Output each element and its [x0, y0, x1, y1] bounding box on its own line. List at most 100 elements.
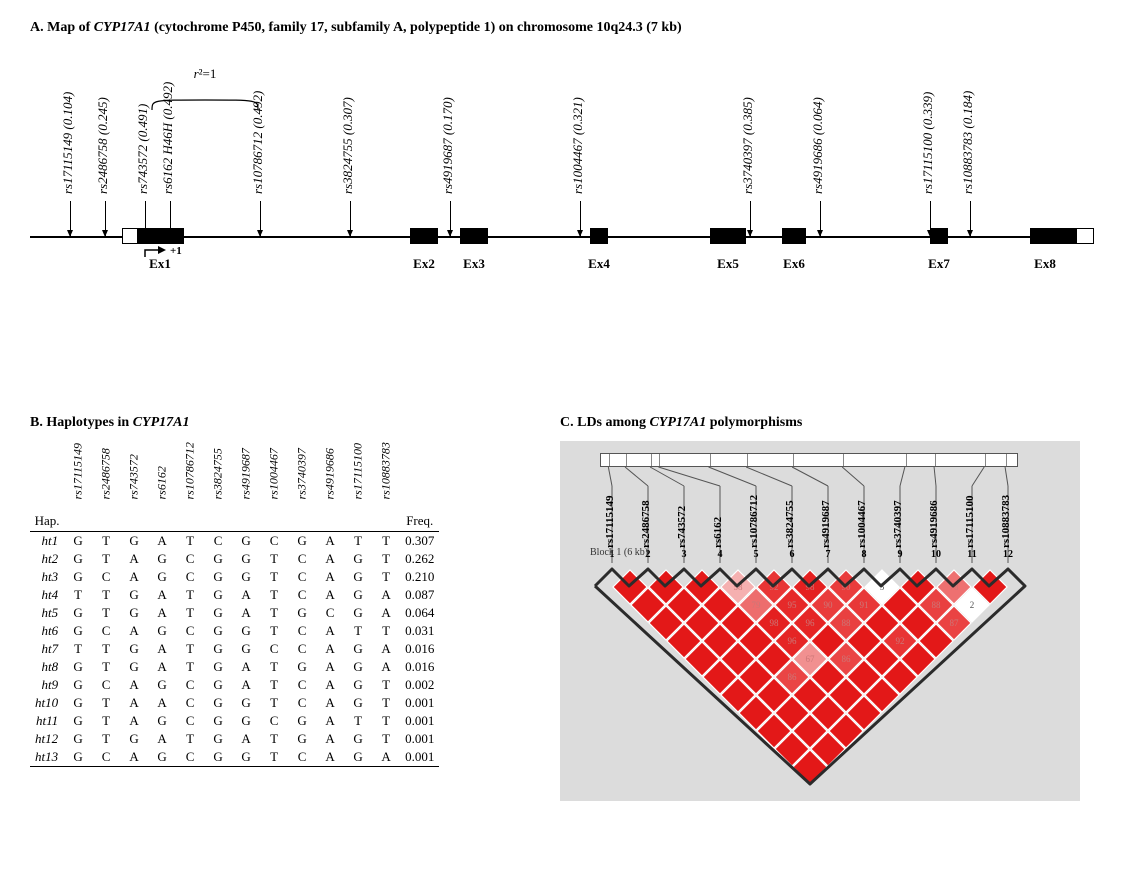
allele-cell: T — [372, 622, 400, 640]
allele-cell: G — [344, 730, 372, 748]
ld-snp-label: rs743572 — [676, 506, 688, 548]
hap-header: Hap. — [30, 441, 64, 531]
allele-cell: G — [204, 712, 232, 730]
panelC-title: C. LDs among CYP17A1 polymorphisms — [560, 415, 1080, 431]
allele-cell: T — [260, 730, 288, 748]
ld-snp-label: rs17115100 — [964, 495, 976, 548]
snp-marker: rs1004467 (0.321) — [580, 66, 581, 236]
allele-cell: G — [148, 748, 176, 767]
allele-cell: T — [372, 550, 400, 568]
allele-cell: T — [372, 676, 400, 694]
allele-cell: T — [372, 694, 400, 712]
ld-col-number: 10 — [926, 549, 946, 560]
snp-marker: rs10883783 (0.184) — [970, 66, 971, 236]
allele-cell: A — [148, 586, 176, 604]
snp-label: rs743572 (0.491) — [135, 104, 151, 194]
allele-cell: G — [344, 748, 372, 767]
svg-text:88: 88 — [932, 600, 942, 610]
col-header: rs17115100 — [344, 441, 372, 531]
allele-cell: G — [344, 640, 372, 658]
svg-text:88: 88 — [842, 618, 852, 628]
allele-cell: G — [120, 604, 148, 622]
allele-cell: T — [92, 640, 120, 658]
allele-cell: C — [176, 712, 204, 730]
allele-cell: G — [204, 730, 232, 748]
freq-cell: 0.064 — [400, 604, 439, 622]
utr-box — [122, 228, 138, 244]
allele-cell: C — [176, 694, 204, 712]
snp-label: rs1004467 (0.321) — [570, 97, 586, 194]
allele-cell: A — [316, 531, 344, 550]
svg-text:67: 67 — [806, 654, 816, 664]
ld-col-number: 4 — [710, 549, 730, 560]
allele-cell: G — [120, 586, 148, 604]
allele-cell: T — [344, 712, 372, 730]
allele-cell: C — [92, 622, 120, 640]
exon-label: Ex3 — [463, 256, 485, 272]
allele-cell: A — [120, 622, 148, 640]
allele-cell: A — [148, 658, 176, 676]
hap-name: ht12 — [30, 730, 64, 748]
hap-name: ht9 — [30, 676, 64, 694]
allele-cell: T — [176, 730, 204, 748]
snp-label: rs2486758 (0.245) — [95, 97, 111, 194]
snp-label: rs3740397 (0.385) — [740, 97, 756, 194]
hap-name: ht8 — [30, 658, 64, 676]
col-header: rs4919686 — [316, 441, 344, 531]
freq-cell: 0.210 — [400, 568, 439, 586]
allele-cell: G — [344, 550, 372, 568]
ld-col-number: 7 — [818, 549, 838, 560]
allele-cell: T — [176, 586, 204, 604]
hap-name: ht5 — [30, 604, 64, 622]
ld-snp-label: rs6162 — [712, 517, 724, 548]
allele-cell: G — [64, 748, 92, 767]
allele-cell: G — [204, 676, 232, 694]
freq-cell: 0.002 — [400, 676, 439, 694]
allele-cell: G — [288, 604, 316, 622]
allele-cell: A — [120, 550, 148, 568]
allele-cell: G — [204, 640, 232, 658]
allele-cell: A — [316, 712, 344, 730]
allele-cell: T — [176, 604, 204, 622]
snp-marker: rs3824755 (0.307) — [350, 66, 351, 236]
snp-marker: rs10786712 (0.492) — [260, 66, 261, 236]
freq-cell: 0.307 — [400, 531, 439, 550]
allele-cell: A — [316, 640, 344, 658]
ld-snp-label: rs4919687 — [820, 500, 832, 548]
exon-label: Ex8 — [1034, 256, 1056, 272]
allele-cell: A — [120, 712, 148, 730]
allele-cell: A — [372, 586, 400, 604]
allele-cell: A — [232, 586, 260, 604]
svg-text:95: 95 — [788, 600, 798, 610]
svg-text:2: 2 — [970, 600, 975, 610]
allele-cell: T — [372, 730, 400, 748]
allele-cell: C — [176, 676, 204, 694]
exon-box — [782, 228, 806, 244]
allele-cell: T — [64, 640, 92, 658]
allele-cell: T — [92, 550, 120, 568]
allele-cell: C — [176, 622, 204, 640]
hap-name: ht3 — [30, 568, 64, 586]
col-header: rs1004467 — [260, 441, 288, 531]
exon-box — [410, 228, 438, 244]
svg-text:90: 90 — [824, 600, 834, 610]
col-header: rs3740397 — [288, 441, 316, 531]
allele-cell: T — [344, 531, 372, 550]
allele-cell: G — [204, 586, 232, 604]
allele-cell: G — [232, 550, 260, 568]
allele-cell: G — [232, 694, 260, 712]
allele-cell: C — [316, 604, 344, 622]
panelB: B. Haplotypes in CYP17A1 Hap.rs17115149r… — [30, 415, 520, 767]
hap-name: ht1 — [30, 531, 64, 550]
svg-text:86: 86 — [788, 672, 798, 682]
ld-snp-label: rs10883783 — [1000, 495, 1012, 548]
freq-header: Freq. — [400, 441, 439, 531]
ld-plot: rs171151491rs24867582rs7435723rs61624rs1… — [560, 441, 1080, 801]
hap-name: ht11 — [30, 712, 64, 730]
allele-cell: G — [204, 694, 232, 712]
allele-cell: C — [92, 568, 120, 586]
snp-marker: rs2486758 (0.245) — [105, 66, 106, 236]
allele-cell: T — [260, 676, 288, 694]
allele-cell: G — [232, 640, 260, 658]
allele-cell: A — [232, 730, 260, 748]
